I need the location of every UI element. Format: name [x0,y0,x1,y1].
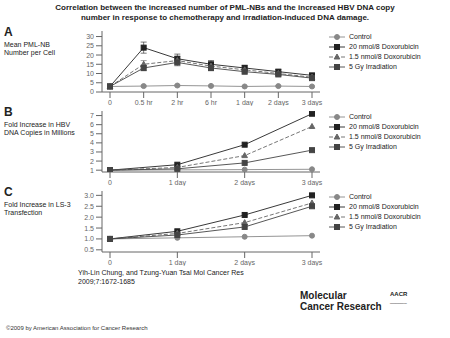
svg-text:2 hr: 2 hr [171,99,184,106]
svg-text:2.5: 2.5 [84,203,94,210]
html-text:Fold Increase in HBV DNA Copie: Fold Increase in HBV DNA Copies in Milli… [4,121,75,136]
svg-text:1: 1 [90,167,94,174]
svg-text:7: 7 [90,112,94,119]
html-text:Fold Increase in LS-3 Transfec: Fold Increase in LS-3 Transfection [4,201,71,216]
html-text:Control: Control [349,193,372,200]
svg-text:3.0: 3.0 [84,192,94,199]
html-text:Cancer Research: Cancer Research [300,301,382,312]
html-text:1.5 nmol/8 Doxorubicin: 1.5 nmol/8 Doxorubicin [349,213,421,220]
svg-text:2.0: 2.0 [84,214,94,221]
html-text:5 Gy Irradiation: 5 Gy Irradiation [349,143,397,150]
html-text:number in response to chemothe: number in response to chemotherapy and i… [80,13,370,22]
html-text:2009;7:1672-1685: 2009;7:1672-1685 [78,278,135,285]
svg-text:1.0: 1.0 [84,235,94,242]
svg-text:1.5: 1.5 [84,225,94,232]
svg-text:25: 25 [86,42,94,49]
html-text:Control: Control [349,113,372,120]
html-text:Mean PML-NB Number per Cell: Mean PML-NB Number per Cell [4,41,55,56]
svg-text:3 days: 3 days [302,179,323,186]
svg-text:3 days: 3 days [302,99,323,106]
html-text:Molecular: Molecular [300,290,347,301]
html-text:5 Gy Irradiation: 5 Gy Irradiation [349,223,397,230]
svg-text:5: 5 [90,130,94,137]
svg-text:1 day: 1 day [169,259,187,266]
html-text:20 nmol/8 Doxorubicin: 20 nmol/8 Doxorubicin [349,123,419,130]
html-text:5 Gy Irradiation: 5 Gy Irradiation [349,63,397,70]
html-text:20 nmol/8 Doxorubicin: 20 nmol/8 Doxorubicin [349,43,419,50]
svg-text:15: 15 [86,61,94,68]
svg-text:0: 0 [108,99,112,106]
svg-text:0.5 hr: 0.5 hr [135,99,154,106]
svg-text:2 days: 2 days [234,179,255,186]
svg-text:3: 3 [90,148,94,155]
html-text:1.5 nmol/8 Doxorubicin: 1.5 nmol/8 Doxorubicin [349,53,421,60]
html-text:AACR: AACR [390,291,408,297]
html-text:1.5 nmol/8 Doxorubicin: 1.5 nmol/8 Doxorubicin [349,133,421,140]
svg-text:10: 10 [86,70,94,77]
html-text:A: A [4,25,13,39]
svg-text:0.5: 0.5 [84,246,94,253]
html-text:20 nmol/8 Doxorubicin: 20 nmol/8 Doxorubicin [349,203,419,210]
svg-text:3 days: 3 days [302,259,323,266]
html-text:Control: Control [349,33,372,40]
svg-text:20: 20 [86,52,94,59]
html-text:©2009 by American Association: ©2009 by American Association for Cancer… [6,325,148,331]
svg-text:2: 2 [90,158,94,165]
html-text:Correlation between the increa: Correlation between the increased number… [55,3,395,12]
svg-text:1 day: 1 day [169,179,187,186]
svg-text:2 days: 2 days [268,99,289,106]
svg-text:6 hr: 6 hr [205,99,218,106]
html-text:C: C [4,185,13,199]
svg-text:30: 30 [86,33,94,40]
svg-text:4: 4 [90,139,94,146]
svg-text:0: 0 [108,259,112,266]
svg-text:0: 0 [108,179,112,186]
svg-text:2 days: 2 days [234,259,255,266]
svg-text:1 day: 1 day [236,99,254,106]
svg-text:6: 6 [90,121,94,128]
html-text:Yih-Lin Chung, and Tzung-Yuan: Yih-Lin Chung, and Tzung-Yuan Tsai Mol C… [78,269,244,276]
svg-text:0: 0 [90,88,94,95]
svg-text:5: 5 [90,79,94,86]
html-text:B: B [4,105,13,119]
